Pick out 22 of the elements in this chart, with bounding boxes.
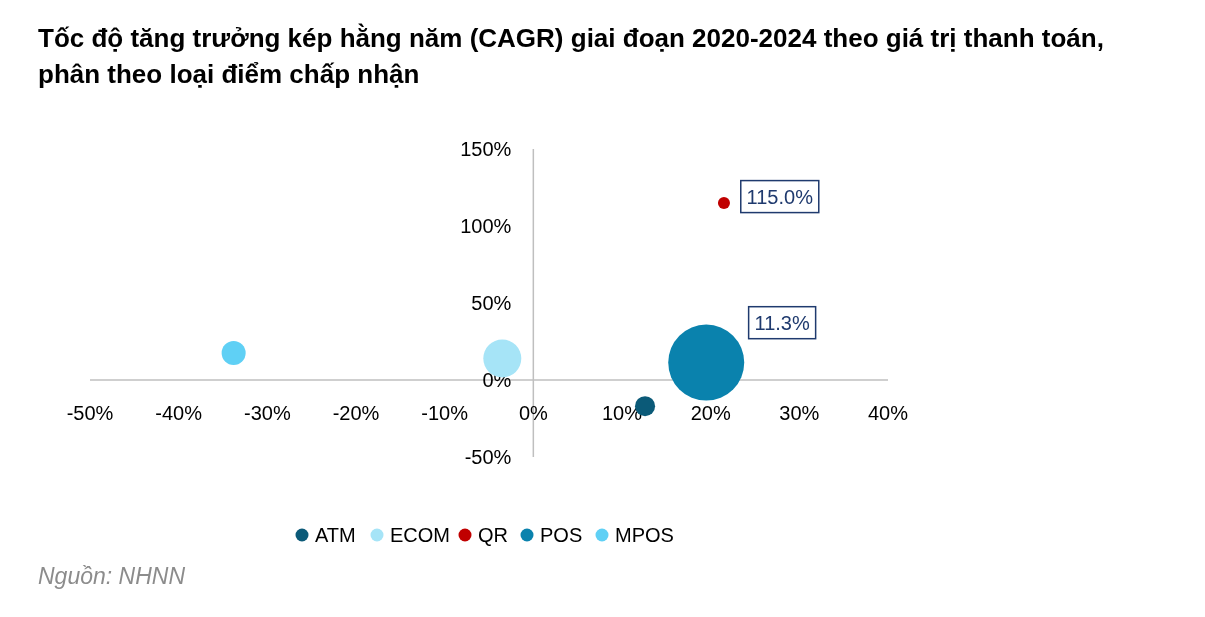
data-label: 11.3% bbox=[754, 311, 810, 334]
data-label: 115.0% bbox=[746, 185, 814, 208]
x-tick-label: 30% bbox=[779, 402, 820, 424]
x-tick-label: -30% bbox=[243, 402, 291, 424]
y-tick-label: -50% bbox=[464, 446, 512, 468]
legend-label: ECOM bbox=[390, 524, 450, 546]
x-tick-label: -50% bbox=[66, 402, 114, 424]
x-tick-label: -10% bbox=[421, 402, 469, 424]
text: Nguồn: NHNN bbox=[38, 563, 186, 589]
y-tick-label: 150% bbox=[460, 138, 512, 160]
y-tick-label: 50% bbox=[471, 292, 512, 314]
legend-label: QR bbox=[478, 524, 508, 546]
x-tick-label: -20% bbox=[332, 402, 380, 424]
legend-label: ATM bbox=[315, 524, 356, 546]
x-tick-label: 20% bbox=[690, 402, 731, 424]
legend-label: MPOS bbox=[615, 524, 674, 546]
y-tick-label: 100% bbox=[460, 215, 512, 237]
chart-title: Tốc độ tăng trưởng kép hằng năm (CAGR) giai đoạn 2020-2024 theo giá trị thanh toán, phân theo loại điểm chấp nhận bbox=[37, 22, 1105, 91]
x-tick-label: 40% bbox=[867, 402, 909, 424]
x-tick-label: -40% bbox=[155, 402, 203, 424]
legend-label: POS bbox=[540, 524, 583, 546]
x-tick-label: 0% bbox=[518, 402, 548, 424]
